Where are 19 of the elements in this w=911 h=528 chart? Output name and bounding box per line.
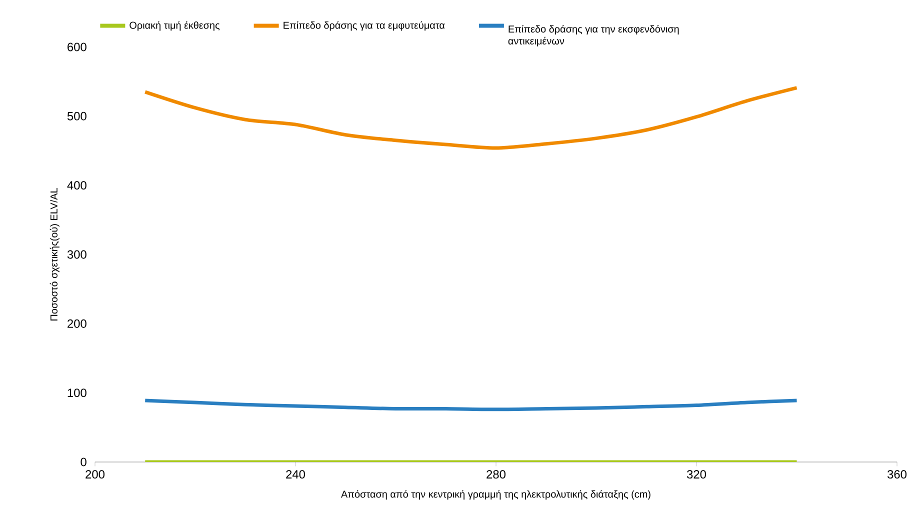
line-series <box>143 86 799 150</box>
y-tick-label: 200 <box>68 319 86 328</box>
x-tick-label: 240 <box>286 470 306 479</box>
x-axis-title: Απόσταση από την κεντρική γραμμή της ηλεκτρολυτικής διάταξης (cm) <box>341 490 650 500</box>
y-tick-label: 300 <box>67 250 86 259</box>
x-tick-label: 360 <box>887 470 907 479</box>
y-tick-label: 500 <box>67 112 86 120</box>
y-tick-label: 400 <box>67 181 86 190</box>
legend-label: Επίπεδο δράσης για τα εμφυτεύματα <box>284 21 445 31</box>
x-tick-label: 280 <box>486 470 506 479</box>
line-series <box>143 398 799 412</box>
y-axis-title: Ποσοστό σχετικής(ού) ELV/AL <box>50 188 60 320</box>
legend-label: Επίπεδο δράσης για την εκσφενδόνιση αντικειμένων <box>508 24 679 46</box>
x-tick-label: 200 <box>86 470 105 479</box>
y-tick-label: 0 <box>80 458 86 466</box>
legend-label: Οριακή τιμή έκθεσης <box>130 21 220 31</box>
y-tick-label: 600 <box>68 42 86 52</box>
x-tick-label: 320 <box>686 470 706 479</box>
y-tick-label: 100 <box>68 388 86 398</box>
